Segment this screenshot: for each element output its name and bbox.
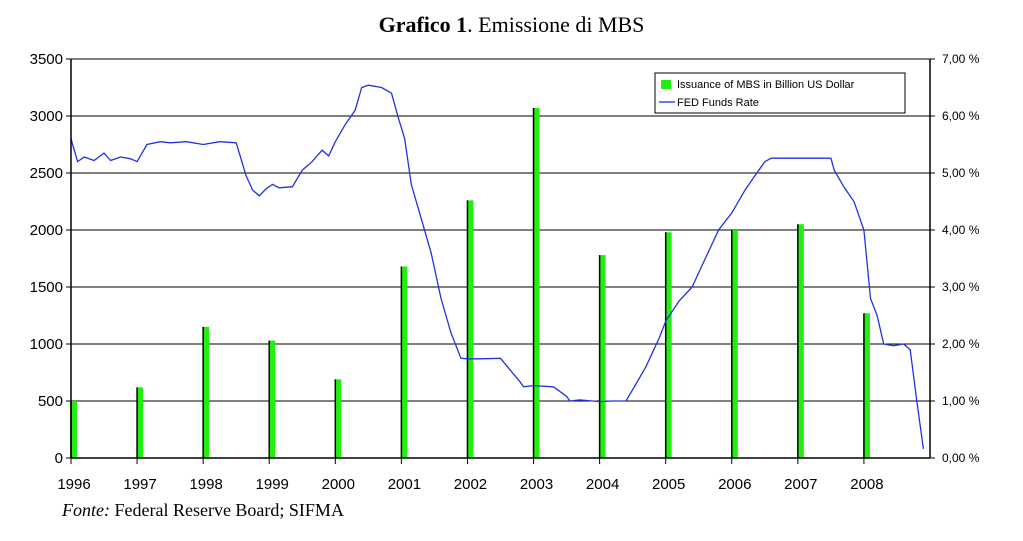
gridlines bbox=[71, 58, 930, 402]
bar-series bbox=[70, 108, 870, 459]
y-right-tick-label: 4,00 % bbox=[942, 223, 980, 237]
bar bbox=[269, 340, 276, 458]
bar bbox=[863, 313, 870, 458]
y-left-tick-label: 3000 bbox=[30, 108, 63, 125]
y-right-tick-label: 0,00 % bbox=[942, 451, 980, 465]
bar bbox=[203, 326, 210, 458]
x-tick-label: 1996 bbox=[57, 476, 90, 493]
y-left-tick-label: 1500 bbox=[30, 279, 63, 296]
x-tick-label: 2001 bbox=[388, 476, 421, 493]
x-tick-label: 2003 bbox=[520, 476, 553, 493]
y-right-tick-label: 1,00 % bbox=[942, 394, 980, 408]
x-tick-label: 2006 bbox=[718, 476, 751, 493]
bar bbox=[401, 266, 408, 458]
fed-funds-rate-line bbox=[70, 84, 925, 449]
x-tick-label: 1997 bbox=[123, 476, 156, 493]
chart-title-bold: Grafico 1 bbox=[378, 12, 468, 37]
legend-swatch-bar bbox=[661, 80, 671, 89]
y-left-tick-label: 2500 bbox=[30, 165, 63, 182]
y-right-tick-label: 3,00 % bbox=[942, 280, 980, 294]
y-left-tick-label: 1000 bbox=[30, 336, 63, 353]
line-series bbox=[70, 84, 925, 449]
bar bbox=[467, 200, 474, 459]
y-left-tick-label: 2000 bbox=[30, 222, 63, 239]
bar bbox=[533, 108, 540, 459]
legend: Issuance of MBS in Billion US Dollar FED … bbox=[654, 72, 906, 114]
chart-title-rest: . Emissione di MBS bbox=[467, 12, 645, 37]
x-tick-label: 1998 bbox=[189, 476, 222, 493]
bar bbox=[335, 379, 342, 458]
source-note: Fonte: Federal Reserve Board; SIFMA bbox=[62, 500, 344, 521]
legend-box bbox=[654, 72, 906, 114]
source-label: Fonte: bbox=[62, 500, 110, 520]
y-left-tick-label: 0 bbox=[55, 450, 63, 467]
bar bbox=[665, 232, 672, 458]
y-right-tick-label: 2,00 % bbox=[942, 337, 980, 351]
y-right-tick-label: 5,00 % bbox=[942, 166, 980, 180]
x-tick-label: 2000 bbox=[322, 476, 355, 493]
x-tick-label: 2005 bbox=[652, 476, 685, 493]
bar bbox=[137, 387, 144, 458]
source-text: Federal Reserve Board; SIFMA bbox=[109, 500, 344, 520]
x-tick-label: 2004 bbox=[586, 476, 619, 493]
x-tick-label: 1999 bbox=[256, 476, 289, 493]
bar bbox=[797, 224, 804, 458]
chart-title: Grafico 1. Emissione di MBS bbox=[0, 12, 1023, 38]
y-right-tick-label: 7,00 % bbox=[942, 52, 980, 66]
axes: 0 500 1000 1500 2000 2500 3000 3500 0,00 % 1,00 %… bbox=[30, 51, 980, 493]
y-right-tick-label: 6,00 % bbox=[942, 109, 980, 123]
x-tick-label: 2007 bbox=[784, 476, 817, 493]
legend-label-line: FED Funds Rate bbox=[677, 97, 759, 109]
x-tick-label: 2008 bbox=[850, 476, 883, 493]
y-left-tick-label: 3500 bbox=[30, 51, 63, 68]
y-left-tick-label: 500 bbox=[38, 393, 63, 410]
bar bbox=[71, 401, 77, 458]
legend-label-bar: Issuance of MBS in Billion US Dollar bbox=[677, 79, 855, 91]
bar bbox=[731, 230, 738, 458]
bar bbox=[599, 255, 606, 458]
x-tick-label: 2002 bbox=[454, 476, 487, 493]
